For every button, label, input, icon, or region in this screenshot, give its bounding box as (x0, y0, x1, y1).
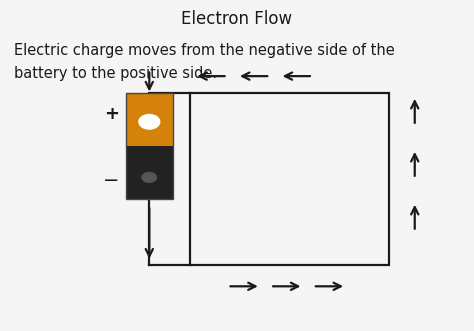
Circle shape (142, 172, 157, 183)
Bar (190, 93, 389, 265)
Text: −: − (103, 171, 119, 190)
Bar (126, 93, 173, 199)
Bar (126, 146, 173, 199)
Text: battery to the positive side.: battery to the positive side. (14, 66, 218, 81)
Text: +: + (104, 105, 119, 123)
Text: Electron Flow: Electron Flow (182, 10, 292, 28)
Bar (126, 93, 173, 146)
Circle shape (139, 115, 160, 129)
Text: Electric charge moves from the negative side of the: Electric charge moves from the negative … (14, 43, 395, 58)
